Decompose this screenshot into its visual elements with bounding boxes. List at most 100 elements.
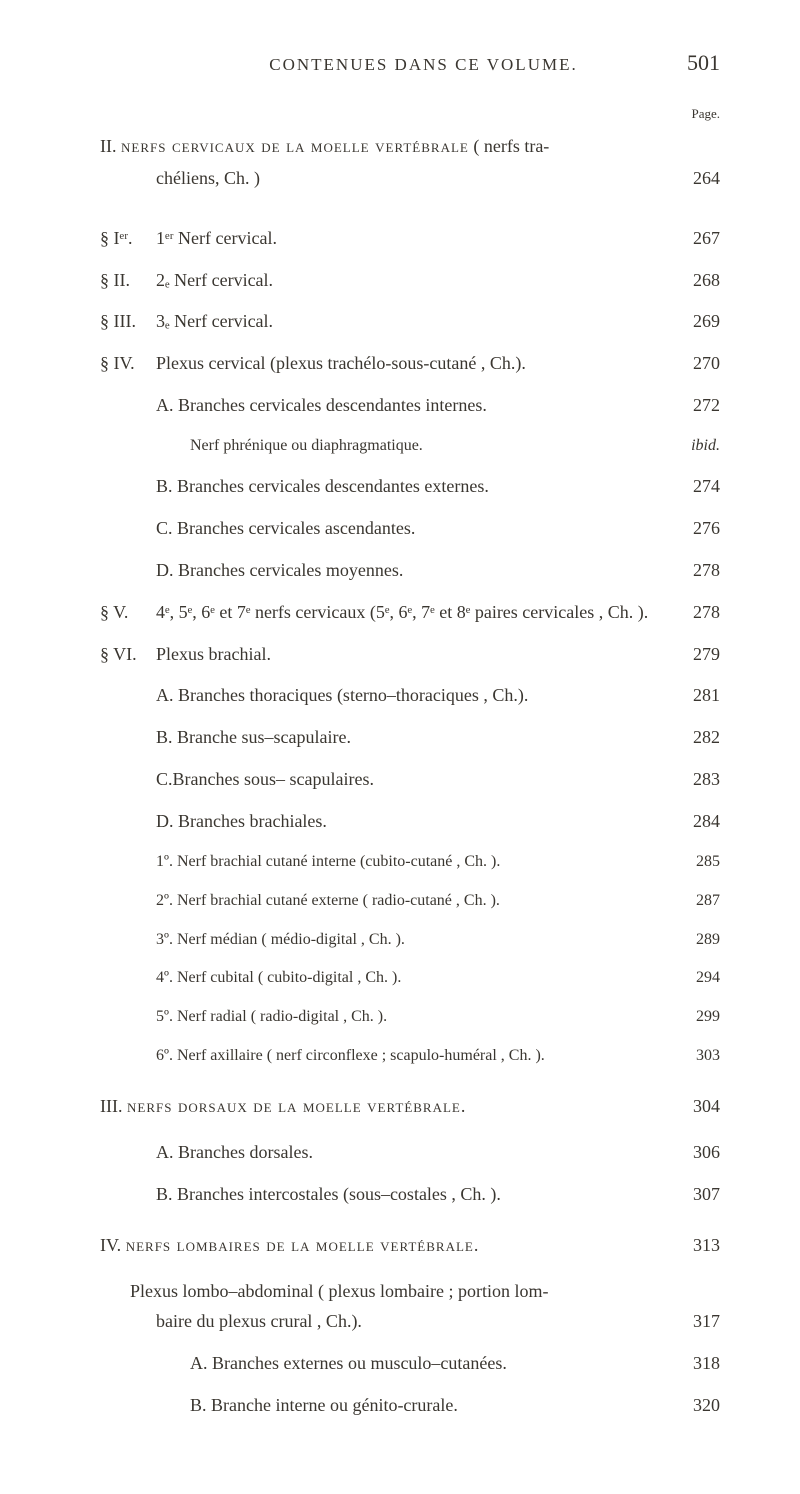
pg: 317 <box>664 1308 720 1336</box>
entry-IVm-B: B. Branche interne ou génito-crurale. 32… <box>190 1392 720 1420</box>
entry-VI-1: 1º. Nerf brachial cutané interne (cubito… <box>156 850 720 875</box>
pg: 278 <box>664 557 720 585</box>
pg: ibid. <box>664 434 720 459</box>
entry-VI-6: 6º. Nerf axillaire ( nerf circonflexe ; … <box>156 1044 720 1069</box>
txt: 5º. Nerf radial ( radio-digital , Ch. ). <box>156 1005 664 1030</box>
txt: Plexus lombo–abdominal ( plexus lombaire… <box>130 1278 664 1306</box>
page-number: 501 <box>687 50 720 76</box>
header-row: CONTENUES DANS CE VOLUME. 501 <box>100 50 720 76</box>
txt: B. Branches intercostales (sous–costales… <box>156 1181 664 1209</box>
sect: § III. <box>100 308 156 336</box>
entry-VI-D: D. Branches brachiales. 284 <box>156 808 720 836</box>
txt: 4ᵉ, 5ᵉ, 6ᵉ et 7ᵉ nerfs cervicaux (5ᵉ, 6ᵉ… <box>156 599 664 627</box>
entry-V: § V. 4ᵉ, 5ᵉ, 6ᵉ et 7ᵉ nerfs cervicaux (5… <box>100 599 720 627</box>
pg: 269 <box>664 308 720 336</box>
txt: A. Branches dorsales. <box>156 1139 664 1167</box>
txt: A. Branches thoraciques (sterno–thoraciq… <box>156 682 664 710</box>
pg: 270 <box>664 350 720 378</box>
section-II-num: II. <box>100 136 117 156</box>
entry-IV-B: B. Branches cervicales descendantes exte… <box>156 473 720 501</box>
pg: 318 <box>664 1350 720 1378</box>
sect: § V. <box>100 599 156 627</box>
section-II-heading: II. nerfs cervicaux de la moelle vertébr… <box>100 132 720 161</box>
pg: 276 <box>664 515 720 543</box>
entry-III-B: B. Branches intercostales (sous–costales… <box>156 1181 720 1209</box>
section-IV-caps: nerfs lombaires de la moelle vertébrale. <box>126 1235 480 1255</box>
sect: § VI. <box>100 641 156 669</box>
entry-VI-C: C.Branches sous– scapulaires. 283 <box>156 766 720 794</box>
txt: baire du plexus crural , Ch.). <box>156 1308 664 1336</box>
entry-III: § III. 3ₑ Nerf cervical. 269 <box>100 308 720 336</box>
pg: 313 <box>664 1232 720 1260</box>
section-IV-num: IV. <box>100 1235 121 1255</box>
entry-plexus-2: baire du plexus crural , Ch.). 317 <box>156 1308 720 1336</box>
section-III-caps: nerfs dorsaux de la moelle vertébrale. <box>127 1096 466 1116</box>
entry-IV-phrenique: Nerf phrénique ou diaphragmatique. ibid. <box>190 434 720 459</box>
pg: 294 <box>664 966 720 991</box>
section-III-heading: III. nerfs dorsaux de la moelle vertébra… <box>100 1093 720 1121</box>
pg: 299 <box>664 1005 720 1030</box>
section-IV-heading: IV. nerfs lombaires de la moelle vertébr… <box>100 1232 720 1260</box>
entry-IV-C: C. Branches cervicales ascendantes. 276 <box>156 515 720 543</box>
txt: B. Branche interne ou génito-crurale. <box>190 1392 664 1420</box>
txt: B. Branche sus–scapulaire. <box>156 724 664 752</box>
txt: C. Branches cervicales ascendantes. <box>156 515 664 543</box>
entry-IV-D: D. Branches cervicales moyennes. 278 <box>156 557 720 585</box>
sect: § IV. <box>100 350 156 378</box>
pg: 320 <box>664 1392 720 1420</box>
entry-III-A: A. Branches dorsales. 306 <box>156 1139 720 1167</box>
pg: 282 <box>664 724 720 752</box>
txt: 4º. Nerf cubital ( cubito-digital , Ch. … <box>156 966 664 991</box>
txt: Plexus brachial. <box>156 641 664 669</box>
section-II-cont-text: chéliens, Ch. ) <box>156 165 664 193</box>
section-II-caps: nerfs cervicaux de la moelle vertébrale <box>121 136 469 156</box>
pg: 307 <box>664 1181 720 1209</box>
entry-IV: § IV. Plexus cervical (plexus trachélo-s… <box>100 350 720 378</box>
entry-VI-5: 5º. Nerf radial ( radio-digital , Ch. ).… <box>156 1005 720 1030</box>
pg: 272 <box>664 392 720 420</box>
pg: 274 <box>664 473 720 501</box>
sect: § Iᵉʳ. <box>100 225 156 253</box>
section-II-cont: chéliens, Ch. ) 264 <box>100 165 720 211</box>
pg: 268 <box>664 267 720 295</box>
txt: A. Branches externes ou musculo–cutanées… <box>190 1350 664 1378</box>
txt: B. Branches cervicales descendantes exte… <box>156 473 664 501</box>
pg: 304 <box>664 1093 720 1121</box>
entry-VI: § VI. Plexus brachial. 279 <box>100 641 720 669</box>
pg: 289 <box>664 928 720 953</box>
page: CONTENUES DANS CE VOLUME. 501 Page. II. … <box>0 0 800 1494</box>
txt: D. Branches cervicales moyennes. <box>156 557 664 585</box>
txt: 3º. Nerf médian ( médio-digital , Ch. ). <box>156 928 664 953</box>
txt: 2º. Nerf brachial cutané externe ( radio… <box>156 889 664 914</box>
section-III-num: III. <box>100 1096 122 1116</box>
txt: 6º. Nerf axillaire ( nerf circonflexe ; … <box>156 1044 664 1069</box>
pg: 284 <box>664 808 720 836</box>
section-II-rest: ( nerfs tra- <box>469 136 549 156</box>
pg: 281 <box>664 682 720 710</box>
txt: 1ᵉʳ Nerf cervical. <box>156 225 664 253</box>
entry-VI-B: B. Branche sus–scapulaire. 282 <box>156 724 720 752</box>
pg: 267 <box>664 225 720 253</box>
entry-plexus-1: Plexus lombo–abdominal ( plexus lombaire… <box>130 1278 720 1306</box>
txt: 3ₑ Nerf cervical. <box>156 308 664 336</box>
page-label: Page. <box>100 106 720 122</box>
entry-VI-2: 2º. Nerf brachial cutané externe ( radio… <box>156 889 720 914</box>
section-II-page: 264 <box>664 165 720 193</box>
sect: § II. <box>100 267 156 295</box>
txt: 2ₑ Nerf cervical. <box>156 267 664 295</box>
pg: 283 <box>664 766 720 794</box>
txt: Nerf phrénique ou diaphragmatique. <box>190 434 664 459</box>
txt: D. Branches brachiales. <box>156 808 664 836</box>
txt: A. Branches cervicales descendantes inte… <box>156 392 664 420</box>
entry-VI-3: 3º. Nerf médian ( médio-digital , Ch. ).… <box>156 928 720 953</box>
entry-VI-A: A. Branches thoraciques (sterno–thoraciq… <box>156 682 720 710</box>
header-title: CONTENUES DANS CE VOLUME. <box>160 55 687 75</box>
pg: 285 <box>664 850 720 875</box>
pg: 278 <box>664 599 720 627</box>
entry-II: § II. 2ₑ Nerf cervical. 268 <box>100 267 720 295</box>
txt: C.Branches sous– scapulaires. <box>156 766 664 794</box>
entry-VI-4: 4º. Nerf cubital ( cubito-digital , Ch. … <box>156 966 720 991</box>
entry-IVm-A: A. Branches externes ou musculo–cutanées… <box>190 1350 720 1378</box>
txt: Plexus cervical (plexus trachélo-sous-cu… <box>156 350 664 378</box>
entry-Ier: § Iᵉʳ. 1ᵉʳ Nerf cervical. 267 <box>100 225 720 253</box>
